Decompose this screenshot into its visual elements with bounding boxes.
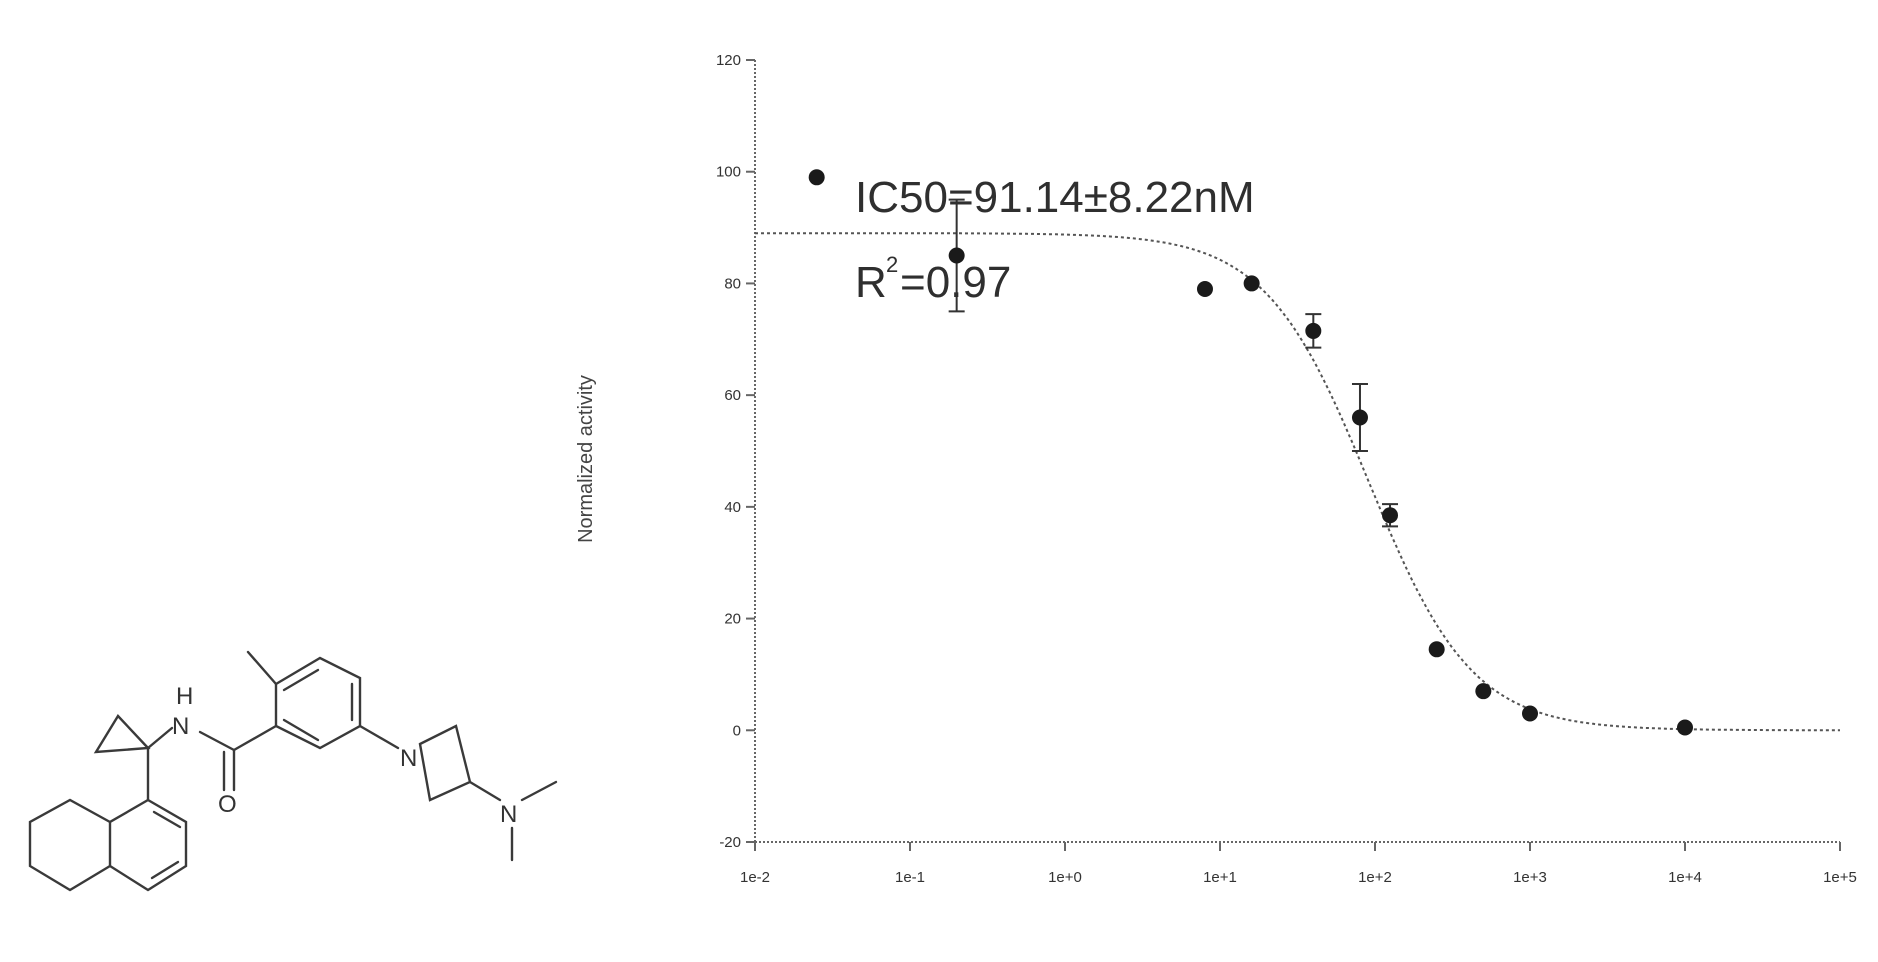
data-point (1677, 719, 1693, 735)
azetidine-nitrogen: N (400, 745, 417, 772)
aryl-azetidine-bond (360, 726, 398, 748)
r2-value: =0.97 (900, 258, 1011, 307)
azetidine-amine-bond (470, 782, 500, 800)
data-point (1305, 323, 1321, 339)
cyclopropane-ring (96, 716, 148, 752)
azetidine-ring (420, 726, 470, 800)
y-tick-label: 0 (733, 722, 741, 739)
data-point (1352, 409, 1368, 425)
x-tick-label: 1e-2 (740, 869, 770, 886)
aromatic-bond (152, 862, 178, 878)
methyl-bond (248, 652, 276, 684)
x-tick-label: 1e-1 (895, 869, 925, 886)
aromatic-ring-2 (110, 800, 186, 890)
carbonyl-oxygen: O (218, 791, 237, 818)
data-points (809, 169, 1693, 735)
data-point (1429, 641, 1445, 657)
data-point (1197, 281, 1213, 297)
chart: -20020406080100120 1e-21e-11e+01e+11e+21… (575, 52, 1857, 886)
amide-hydrogen: H (176, 683, 193, 710)
x-tick-label: 1e+1 (1203, 869, 1237, 886)
data-point (1382, 507, 1398, 523)
y-tick-label: 100 (716, 164, 741, 181)
aryl-carbonyl-bond (234, 726, 276, 750)
saturated-ring (30, 800, 110, 890)
n-cyclopropyl-bond (148, 728, 172, 748)
y-tick-label: 20 (724, 611, 741, 628)
x-tick-label: 1e+5 (1823, 869, 1857, 886)
y-axis: -20 0 20 40 60 80 100 120 (716, 52, 755, 851)
dimethylamine-nitrogen: N (500, 801, 517, 828)
x-tick-label: 1e+3 (1513, 869, 1547, 886)
y-tick-label: 60 (724, 387, 741, 404)
error-bars (949, 200, 1398, 527)
y-tick-label: 80 (724, 275, 741, 292)
data-point (1522, 706, 1538, 722)
y-tick-label: 40 (724, 499, 741, 516)
aromatic-bond (284, 670, 318, 690)
x-tick-label: 1e+2 (1358, 869, 1392, 886)
x-axis: 1e-2 1e-1 1e+0 1e+1 1e+2 1e+3 1e+4 1e+5 (740, 842, 1857, 886)
ic50-annotation: IC50=91.14±8.22nM (855, 173, 1255, 222)
aromatic-bond (284, 720, 318, 740)
amide-nitrogen: N (172, 713, 189, 740)
chemical-structure: O N H N N (30, 652, 556, 890)
r2-exponent: 2 (886, 252, 898, 277)
y-axis-title: Normalized activity (575, 375, 597, 543)
data-point (809, 169, 825, 185)
amide-bond (200, 732, 234, 750)
x-tick-label: 1e+4 (1668, 869, 1702, 886)
data-point (1244, 275, 1260, 291)
r2-annotation: R 2 =0.97 (855, 252, 1011, 307)
fit-curve (755, 233, 1840, 730)
x-tick-label: 1e+0 (1048, 869, 1082, 886)
data-point (1475, 683, 1491, 699)
r2-prefix: R (855, 258, 887, 307)
y-tick-label: 120 (716, 52, 741, 69)
benzene-ring (276, 658, 360, 748)
y-tick-label: -20 (719, 834, 741, 851)
n-methyl-bond (522, 782, 556, 800)
aromatic-bond (154, 812, 180, 827)
